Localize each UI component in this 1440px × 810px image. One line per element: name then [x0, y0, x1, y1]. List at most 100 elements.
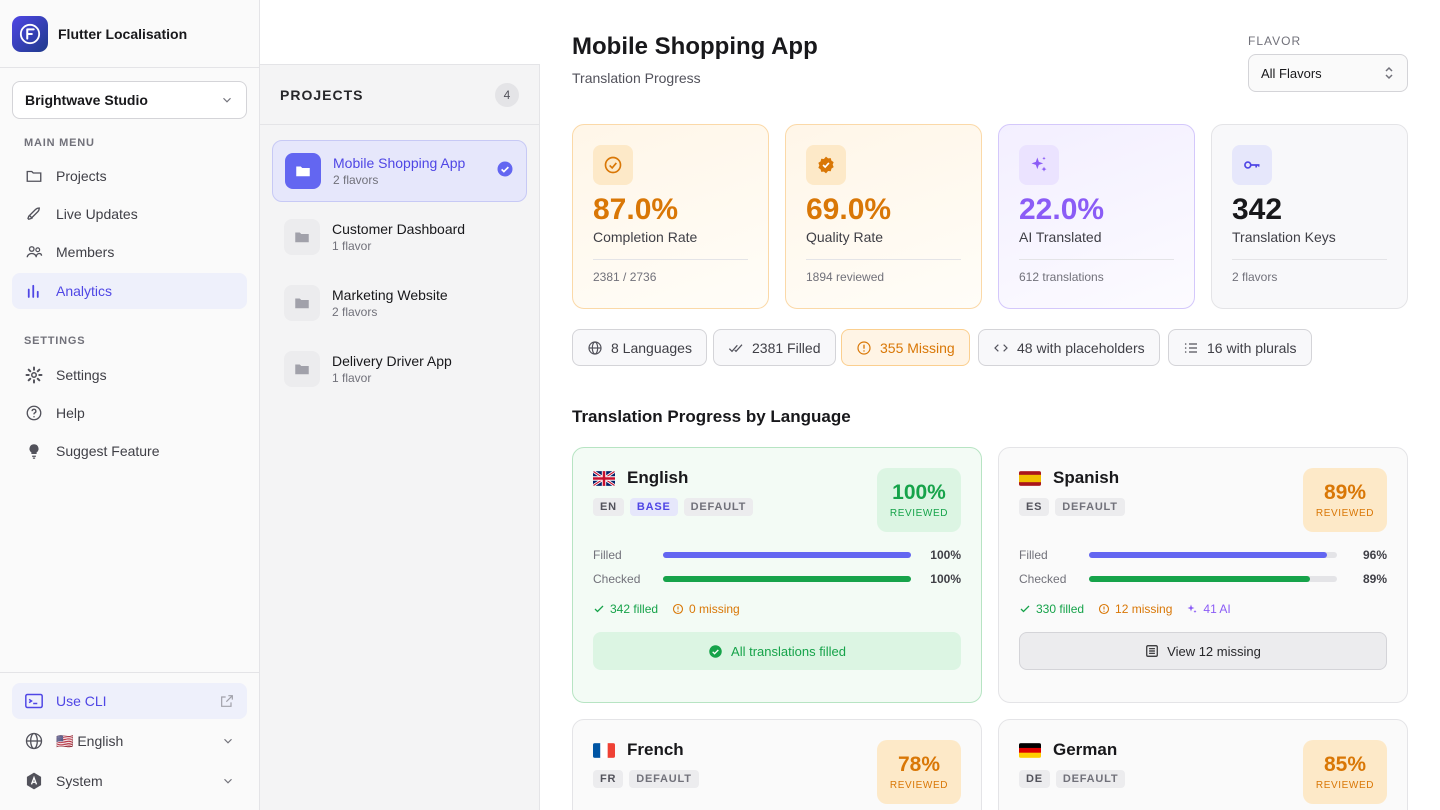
project-item-marketing-website[interactable]: Marketing Website 2 flavors	[272, 272, 527, 334]
stat-footnote: 2381 / 2736	[593, 270, 657, 284]
chip-filled: 2381 Filled	[713, 329, 836, 366]
projects-count-badge: 4	[495, 82, 519, 107]
project-flavors: 1 flavor	[332, 371, 372, 385]
language-code-tag: FR	[593, 770, 624, 788]
stat-card-completion: 87.0% Completion Rate 2381 / 2736	[572, 124, 769, 309]
use-cli-label: Use CLI	[56, 693, 107, 709]
sidebar-item-projects[interactable]: Projects	[12, 158, 247, 194]
language-card-spanish: Spanish ES DEFAULT 89% REVIEWED Filled 9…	[998, 447, 1408, 703]
sidebar-item-label: Projects	[56, 168, 107, 184]
language-code-tag: DE	[1019, 770, 1050, 788]
use-cli-button[interactable]: Use CLI	[12, 683, 247, 719]
project-flavors: 2 flavors	[333, 173, 379, 187]
sidebar-item-settings[interactable]: Settings	[12, 357, 247, 393]
chevron-down-icon	[221, 774, 235, 788]
reviewed-label: REVIEWED	[889, 508, 949, 519]
language-label: 🇺🇸 English	[56, 732, 124, 749]
folder-icon	[24, 166, 44, 186]
reviewed-label: REVIEWED	[1315, 780, 1375, 791]
project-flavors: 2 flavors	[332, 305, 378, 319]
sidebar-item-members[interactable]: Members	[12, 234, 247, 270]
terminal-icon	[24, 692, 44, 710]
stat-label: Completion Rate	[593, 229, 698, 245]
folder-icon	[284, 285, 320, 321]
theme-select[interactable]: System	[12, 763, 247, 799]
chip-placeholders: 48 with placeholders	[978, 329, 1160, 366]
all-filled-label: All translations filled	[731, 643, 846, 659]
default-tag: DEFAULT	[1055, 770, 1126, 788]
help-icon	[24, 403, 44, 423]
chip-languages: 8 Languages	[572, 329, 707, 366]
filled-percent: 96%	[1362, 548, 1387, 562]
theme-label: System	[56, 773, 103, 789]
settings-label: SETTINGS	[24, 335, 86, 347]
flutter-logo-icon	[12, 15, 48, 52]
sidebar-item-help[interactable]: Help	[12, 395, 247, 431]
rocket-icon	[24, 204, 44, 224]
chip-label: 48 with placeholders	[1017, 339, 1145, 356]
filled-label: Filled	[1019, 548, 1048, 562]
sidebar-footer: Use CLI 🇺🇸 English System	[0, 672, 259, 810]
spain-flag-icon	[1019, 470, 1041, 486]
workspace-select[interactable]: Brightwave Studio	[12, 81, 247, 119]
checked-progress-bar	[663, 576, 911, 582]
flavor-value: All Flavors	[1261, 65, 1322, 81]
reviewed-percent-box: 100% REVIEWED	[877, 468, 961, 532]
language-name: French	[627, 740, 684, 759]
project-name: Delivery Driver App	[332, 353, 452, 369]
stat-value: 87.0%	[593, 193, 679, 226]
workspace-name: Brightwave Studio	[25, 92, 148, 108]
reviewed-label: REVIEWED	[889, 780, 949, 791]
app-title: Flutter Localisation	[58, 25, 188, 42]
sidebar-item-label: Members	[56, 244, 115, 260]
project-item-customer-dashboard[interactable]: Customer Dashboard 1 flavor	[272, 206, 527, 268]
sidebar-item-analytics[interactable]: Analytics	[12, 273, 247, 309]
language-name: German	[1053, 740, 1118, 759]
project-item-delivery-driver-app[interactable]: Delivery Driver App 1 flavor	[272, 338, 527, 400]
chip-label: 8 Languages	[611, 339, 692, 356]
checked-progress-fill	[663, 576, 911, 582]
project-item-mobile-shopping-app[interactable]: Mobile Shopping App 2 flavors	[272, 140, 527, 202]
checked-progress-fill	[1089, 576, 1310, 582]
language-code-tag: EN	[593, 498, 624, 516]
view-missing-button[interactable]: View 12 missing	[1019, 632, 1387, 670]
chip-label: 2381 Filled	[752, 339, 821, 356]
filled-percent: 100%	[930, 548, 961, 562]
check-circle-icon	[593, 145, 633, 185]
all-filled-indicator: All translations filled	[593, 632, 961, 670]
chip-label: 355 Missing	[880, 339, 955, 356]
stat-label: AI Translated	[1019, 229, 1102, 245]
project-name: Mobile Shopping App	[333, 155, 466, 171]
stat-label: Translation Keys	[1232, 229, 1336, 245]
language-card-french: French FR DEFAULT 78% REVIEWED	[572, 719, 982, 810]
external-link-icon	[219, 693, 235, 709]
flavor-select[interactable]: All Flavors	[1248, 54, 1408, 92]
stat-card-translation-keys: 342 Translation Keys 2 flavors	[1211, 124, 1408, 309]
sidebar-item-label: Help	[56, 405, 85, 421]
language-select[interactable]: 🇺🇸 English	[12, 723, 247, 759]
language-card-english: English EN BASE DEFAULT 100% REVIEWED Fi…	[572, 447, 982, 703]
chip-label: 16 with plurals	[1207, 339, 1297, 356]
missing-count: 0 missing	[689, 602, 740, 616]
lightbulb-icon	[24, 441, 44, 461]
default-tag: DEFAULT	[683, 498, 754, 516]
uk-flag-icon	[593, 470, 615, 486]
filled-progress-fill	[663, 552, 911, 558]
page-subtitle: Translation Progress	[572, 70, 701, 86]
sidebar-item-live-updates[interactable]: Live Updates	[12, 196, 247, 232]
checked-progress-bar	[1089, 576, 1337, 582]
check-circle-icon	[496, 160, 514, 183]
folder-icon	[284, 219, 320, 255]
sidebar-item-suggest-feature[interactable]: Suggest Feature	[12, 433, 247, 469]
stat-footnote: 1894 reviewed	[806, 270, 885, 284]
section-title: Translation Progress by Language	[572, 407, 851, 426]
stat-card-quality: 69.0% Quality Rate 1894 reviewed	[785, 124, 982, 309]
language-code-tag: ES	[1019, 498, 1050, 516]
project-flavors: 1 flavor	[332, 239, 372, 253]
badge-check-icon	[806, 145, 846, 185]
language-name: English	[627, 468, 689, 487]
reviewed-percent-box: 78% REVIEWED	[877, 740, 961, 804]
germany-flag-icon	[1019, 742, 1041, 758]
sidebar-item-label: Analytics	[56, 283, 113, 299]
chevron-up-down-icon	[1385, 66, 1393, 80]
